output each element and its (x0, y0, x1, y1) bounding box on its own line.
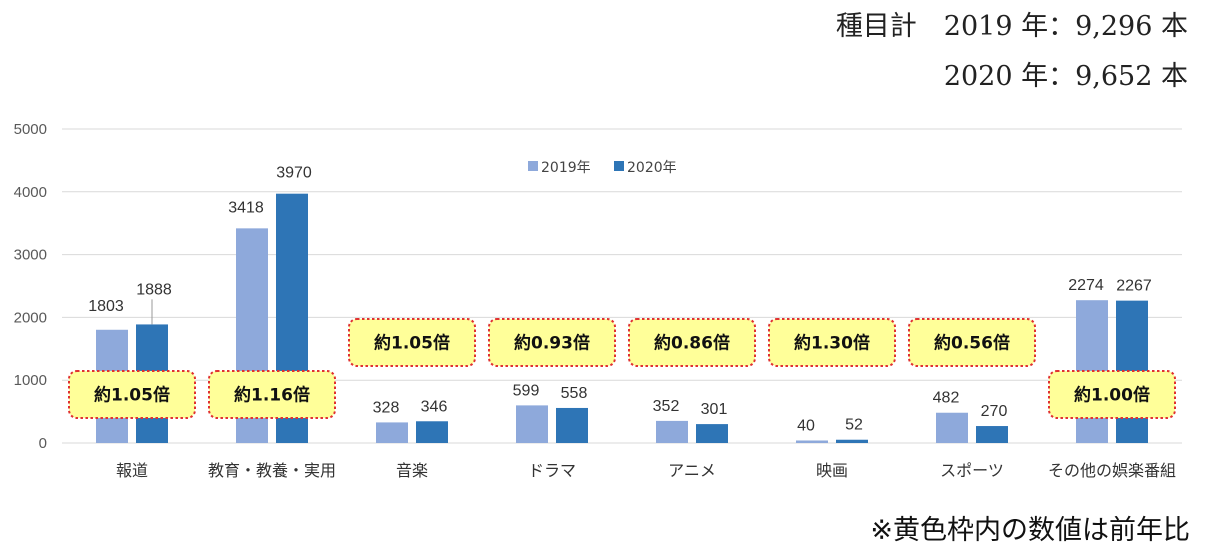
data-label-2020: 270 (981, 403, 1008, 420)
ratio-label: 約0.86倍 (654, 333, 730, 354)
ratio-box (348, 318, 476, 367)
bar-2020 (976, 426, 1008, 443)
data-label-2019: 482 (933, 390, 960, 407)
data-label-2020: 1888 (136, 281, 172, 298)
data-label-2019: 2274 (1068, 277, 1104, 294)
ratio-box (768, 318, 896, 367)
bar-2020 (556, 407, 588, 443)
bar-2020 (696, 424, 728, 443)
total-2019-summary: 種目計 2019 年：9,296 本 (835, 11, 1188, 42)
y-tick-label: 1000 (14, 372, 47, 389)
bar-2019 (656, 420, 688, 443)
data-label-2020: 2267 (1116, 278, 1152, 295)
category-label: 教育・教養・実用 (208, 461, 336, 480)
data-label-2019: 3418 (228, 199, 264, 216)
ratio-label: 約1.16倍 (234, 385, 310, 406)
footnote: ※黄色枠内の数値は前年比 (870, 515, 1190, 546)
total-2020-summary: 2020 年：9,652 本 (943, 61, 1188, 92)
data-label-2020: 301 (701, 401, 728, 418)
legend-swatch-2020 (614, 161, 624, 171)
ratio-box (1048, 370, 1176, 419)
ratio-label: 約1.00倍 (1074, 385, 1150, 406)
data-label-2019: 1803 (88, 298, 124, 315)
ratio-box (908, 318, 1036, 367)
y-tick-label: 0 (39, 435, 47, 452)
ratio-label: 約1.30倍 (794, 333, 870, 354)
bar-2019 (796, 440, 828, 443)
ratio-label: 約1.05倍 (94, 385, 170, 406)
bar-2019 (936, 412, 968, 443)
legend-label-2019: 2019年 (541, 160, 591, 176)
category-label: アニメ (668, 461, 716, 480)
bar-2019 (516, 405, 548, 443)
bar-2020 (416, 421, 448, 443)
y-tick-label: 5000 (14, 121, 47, 138)
bar-2020 (836, 439, 868, 443)
y-tick-label: 4000 (14, 184, 47, 201)
legend-swatch-2019 (528, 161, 538, 171)
ratio-label: 約0.56倍 (934, 333, 1010, 354)
ratio-label: 約0.93倍 (514, 333, 590, 354)
data-label-2020: 558 (561, 385, 588, 402)
category-label: ドラマ (528, 461, 576, 480)
data-label-2019: 40 (797, 417, 815, 434)
ratio-box (208, 370, 336, 419)
data-label-2020: 52 (845, 417, 863, 434)
category-label: スポーツ (940, 461, 1004, 480)
category-label: 音楽 (396, 461, 428, 480)
ratio-label: 約1.05倍 (374, 333, 450, 354)
data-label-2019: 328 (373, 399, 400, 416)
ratio-box (628, 318, 756, 367)
ratio-box (488, 318, 616, 367)
bar-2019 (376, 422, 408, 443)
legend-label-2020: 2020年 (627, 160, 677, 176)
category-label: 映画 (816, 461, 848, 480)
y-tick-label: 2000 (14, 309, 47, 326)
data-label-2020: 346 (421, 398, 448, 415)
y-tick-label: 3000 (14, 247, 47, 264)
category-label: その他の娯楽番組 (1048, 461, 1176, 480)
data-label-2019: 352 (653, 398, 680, 415)
data-label-2020: 3970 (276, 165, 312, 182)
ratio-box (68, 370, 196, 419)
data-label-2019: 599 (513, 382, 540, 399)
category-label: 報道 (116, 461, 148, 480)
